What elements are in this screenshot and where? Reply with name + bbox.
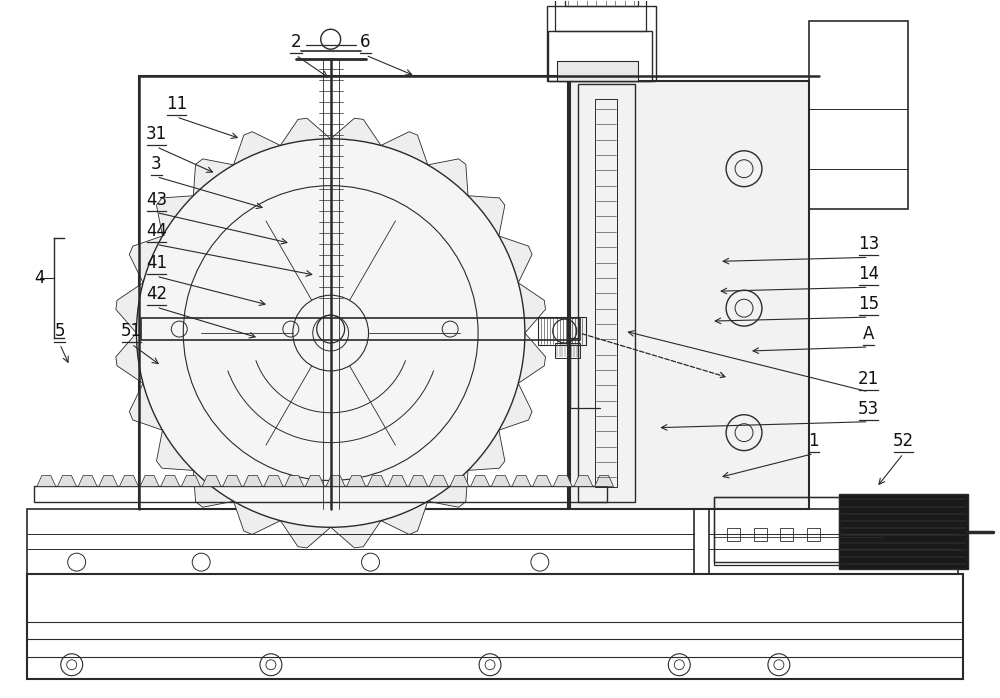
Polygon shape (428, 470, 468, 507)
Polygon shape (37, 475, 56, 487)
Text: 44: 44 (146, 223, 167, 240)
Polygon shape (388, 475, 407, 487)
Text: 6: 6 (360, 34, 371, 51)
Text: 14: 14 (858, 265, 879, 283)
Polygon shape (533, 475, 552, 487)
Text: 31: 31 (146, 125, 167, 143)
Polygon shape (264, 475, 283, 487)
Bar (27, 574, 963, 678)
Text: 13: 13 (858, 235, 879, 253)
Polygon shape (518, 283, 546, 333)
Bar (555, 343, 580, 358)
Polygon shape (156, 430, 193, 470)
Polygon shape (326, 475, 345, 487)
Polygon shape (285, 475, 304, 487)
Polygon shape (347, 475, 366, 487)
Text: 5: 5 (55, 322, 65, 340)
Polygon shape (471, 475, 490, 487)
Polygon shape (499, 383, 532, 430)
Bar (27, 510, 694, 574)
Bar (548, 31, 652, 81)
Text: 11: 11 (166, 95, 187, 113)
Polygon shape (518, 333, 546, 383)
Polygon shape (331, 118, 381, 145)
Bar (139, 76, 568, 510)
Polygon shape (491, 475, 510, 487)
Bar (714, 498, 839, 565)
Bar (754, 528, 767, 541)
Polygon shape (78, 475, 97, 487)
Text: A: A (863, 325, 874, 343)
Polygon shape (243, 475, 262, 487)
Polygon shape (202, 475, 221, 487)
Polygon shape (140, 475, 159, 487)
Bar (555, 0, 646, 31)
Bar (34, 487, 607, 503)
Polygon shape (595, 475, 614, 487)
Bar (839, 494, 968, 569)
Polygon shape (193, 470, 234, 507)
Circle shape (136, 139, 525, 527)
Polygon shape (512, 475, 531, 487)
Bar (565, 0, 638, 6)
Polygon shape (553, 475, 572, 487)
Polygon shape (331, 521, 381, 548)
Text: 51: 51 (121, 322, 142, 340)
Polygon shape (223, 475, 242, 487)
Text: 41: 41 (146, 254, 167, 272)
Bar (807, 528, 820, 541)
Text: 42: 42 (146, 285, 167, 303)
Polygon shape (129, 383, 162, 430)
Bar (809, 22, 908, 209)
Text: 4: 4 (35, 269, 45, 288)
Text: 53: 53 (858, 400, 879, 417)
Polygon shape (499, 236, 532, 283)
Polygon shape (181, 475, 200, 487)
Text: 2: 2 (291, 34, 301, 51)
Polygon shape (468, 430, 505, 470)
Polygon shape (234, 501, 280, 535)
Polygon shape (156, 195, 193, 236)
Polygon shape (450, 475, 469, 487)
Bar (714, 498, 883, 562)
Polygon shape (234, 132, 280, 165)
Polygon shape (280, 118, 331, 145)
Bar (141, 318, 580, 340)
Bar (557, 61, 638, 81)
Polygon shape (161, 475, 180, 487)
Text: 52: 52 (893, 431, 914, 450)
Polygon shape (116, 283, 143, 333)
Text: 1: 1 (808, 431, 819, 450)
Text: 43: 43 (146, 191, 167, 209)
Bar (578, 84, 635, 503)
Bar (538, 317, 586, 345)
Polygon shape (409, 475, 428, 487)
Polygon shape (367, 475, 386, 487)
Text: 21: 21 (858, 370, 879, 388)
Polygon shape (116, 333, 143, 383)
Polygon shape (119, 475, 138, 487)
Polygon shape (193, 159, 234, 195)
Text: 3: 3 (151, 155, 162, 172)
Bar (709, 510, 958, 574)
Polygon shape (58, 475, 76, 487)
Polygon shape (468, 195, 505, 236)
Bar (727, 528, 740, 541)
Polygon shape (280, 521, 331, 548)
Bar (570, 81, 809, 510)
Bar (595, 99, 617, 487)
Polygon shape (428, 159, 468, 195)
Polygon shape (99, 475, 118, 487)
Polygon shape (381, 501, 428, 535)
Polygon shape (429, 475, 448, 487)
Polygon shape (574, 475, 593, 487)
Polygon shape (381, 132, 428, 165)
Polygon shape (129, 236, 162, 283)
Bar (547, 6, 656, 81)
Text: 15: 15 (858, 295, 879, 313)
Bar (780, 528, 793, 541)
Polygon shape (305, 475, 324, 487)
